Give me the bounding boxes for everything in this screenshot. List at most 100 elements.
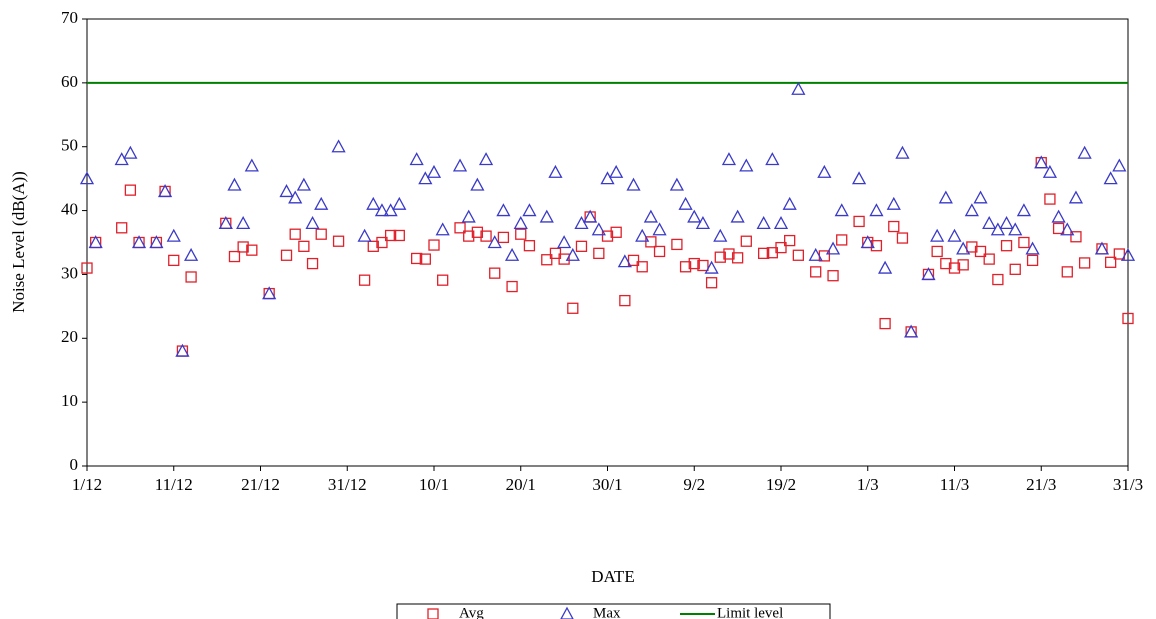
y-tick-label: 40 [61, 199, 78, 218]
point-triangle [166, 228, 181, 242]
point-triangle [1103, 171, 1118, 185]
point-square [836, 234, 848, 246]
point-square [671, 238, 683, 251]
point-square [1070, 231, 1082, 243]
point-triangle [409, 152, 424, 166]
point-square [593, 247, 605, 260]
point-square [289, 228, 301, 240]
point-triangle [461, 209, 476, 223]
point-triangle [626, 177, 641, 191]
point-triangle [609, 164, 624, 178]
point-triangle [504, 247, 520, 261]
point-square [1078, 257, 1091, 269]
point-square [810, 266, 822, 278]
point-square [653, 245, 666, 258]
point-square [116, 222, 128, 234]
point-triangle [982, 215, 997, 229]
point-square [1061, 266, 1073, 278]
point-triangle [435, 222, 450, 236]
x-tick-label: 21/12 [241, 475, 280, 494]
point-square [853, 215, 865, 228]
point-square [489, 267, 501, 279]
point-square [315, 228, 327, 240]
point-triangle [669, 177, 684, 191]
point-triangle [921, 267, 936, 281]
x-tick-label: 11/3 [940, 475, 970, 494]
point-triangle [114, 152, 129, 166]
point-square [992, 273, 1004, 286]
point-triangle [635, 228, 650, 242]
point-square [792, 249, 804, 261]
point-triangle [817, 164, 832, 178]
point-triangle [652, 222, 667, 236]
point-triangle [470, 177, 485, 191]
point-square [228, 250, 241, 263]
point-square [306, 257, 319, 270]
point-square [437, 274, 449, 286]
point-triangle [1034, 155, 1049, 169]
point-triangle [1068, 190, 1084, 204]
x-tick-label: 31/12 [328, 475, 367, 494]
point-triangle [600, 171, 615, 185]
point-triangle [548, 164, 563, 178]
point-triangle [88, 235, 103, 249]
legend-label: Avg [459, 605, 484, 619]
point-square [1122, 312, 1134, 325]
point-square [784, 234, 796, 247]
point-square [246, 244, 258, 256]
point-triangle [904, 324, 919, 338]
y-tick-label: 70 [61, 8, 78, 27]
y-axis-label: Noise Level (dB(A)) [9, 171, 28, 313]
point-triangle [895, 145, 910, 159]
point-triangle [765, 152, 780, 166]
point-triangle [244, 158, 259, 172]
point-square [497, 231, 510, 244]
point-triangle [791, 81, 806, 95]
point-square [81, 262, 93, 274]
point-triangle [990, 222, 1005, 236]
point-triangle [513, 215, 528, 229]
point-triangle [426, 164, 442, 178]
point-triangle [478, 152, 494, 166]
point-square [1026, 254, 1039, 267]
point-square [636, 261, 648, 273]
y-tick-label: 30 [61, 263, 78, 282]
point-square [705, 277, 718, 289]
point-square [549, 247, 562, 260]
point-triangle [825, 241, 841, 255]
point-triangle [565, 247, 580, 261]
point-triangle [288, 190, 303, 204]
point-triangle [331, 139, 346, 153]
point-triangle [756, 215, 771, 229]
point-triangle [713, 228, 728, 242]
point-triangle [938, 190, 953, 204]
point-triangle [591, 222, 606, 236]
point-square [688, 257, 700, 270]
point-triangle [539, 209, 554, 223]
point-triangle [496, 203, 511, 217]
point-triangle [947, 228, 962, 242]
point-square [983, 253, 995, 265]
point-square [879, 317, 891, 330]
point-triangle [1060, 222, 1075, 236]
y-tick-label: 0 [70, 455, 79, 474]
point-square [619, 294, 631, 307]
point-triangle [851, 171, 867, 185]
legend-label: Max [593, 605, 621, 619]
x-tick-label: 11/12 [155, 475, 193, 494]
point-square [714, 251, 726, 263]
legend-marker [427, 608, 439, 619]
point-square [506, 280, 518, 293]
legend-label: Limit level [717, 605, 783, 619]
point-triangle [1008, 222, 1023, 236]
point-triangle [374, 203, 390, 217]
point-triangle [583, 209, 598, 223]
point-triangle [262, 286, 277, 300]
point-triangle [487, 235, 502, 249]
point-triangle [79, 171, 95, 185]
point-triangle [930, 228, 945, 242]
point-square [575, 240, 588, 252]
point-triangle [357, 228, 372, 242]
point-square [740, 235, 752, 247]
point-square [870, 240, 883, 252]
